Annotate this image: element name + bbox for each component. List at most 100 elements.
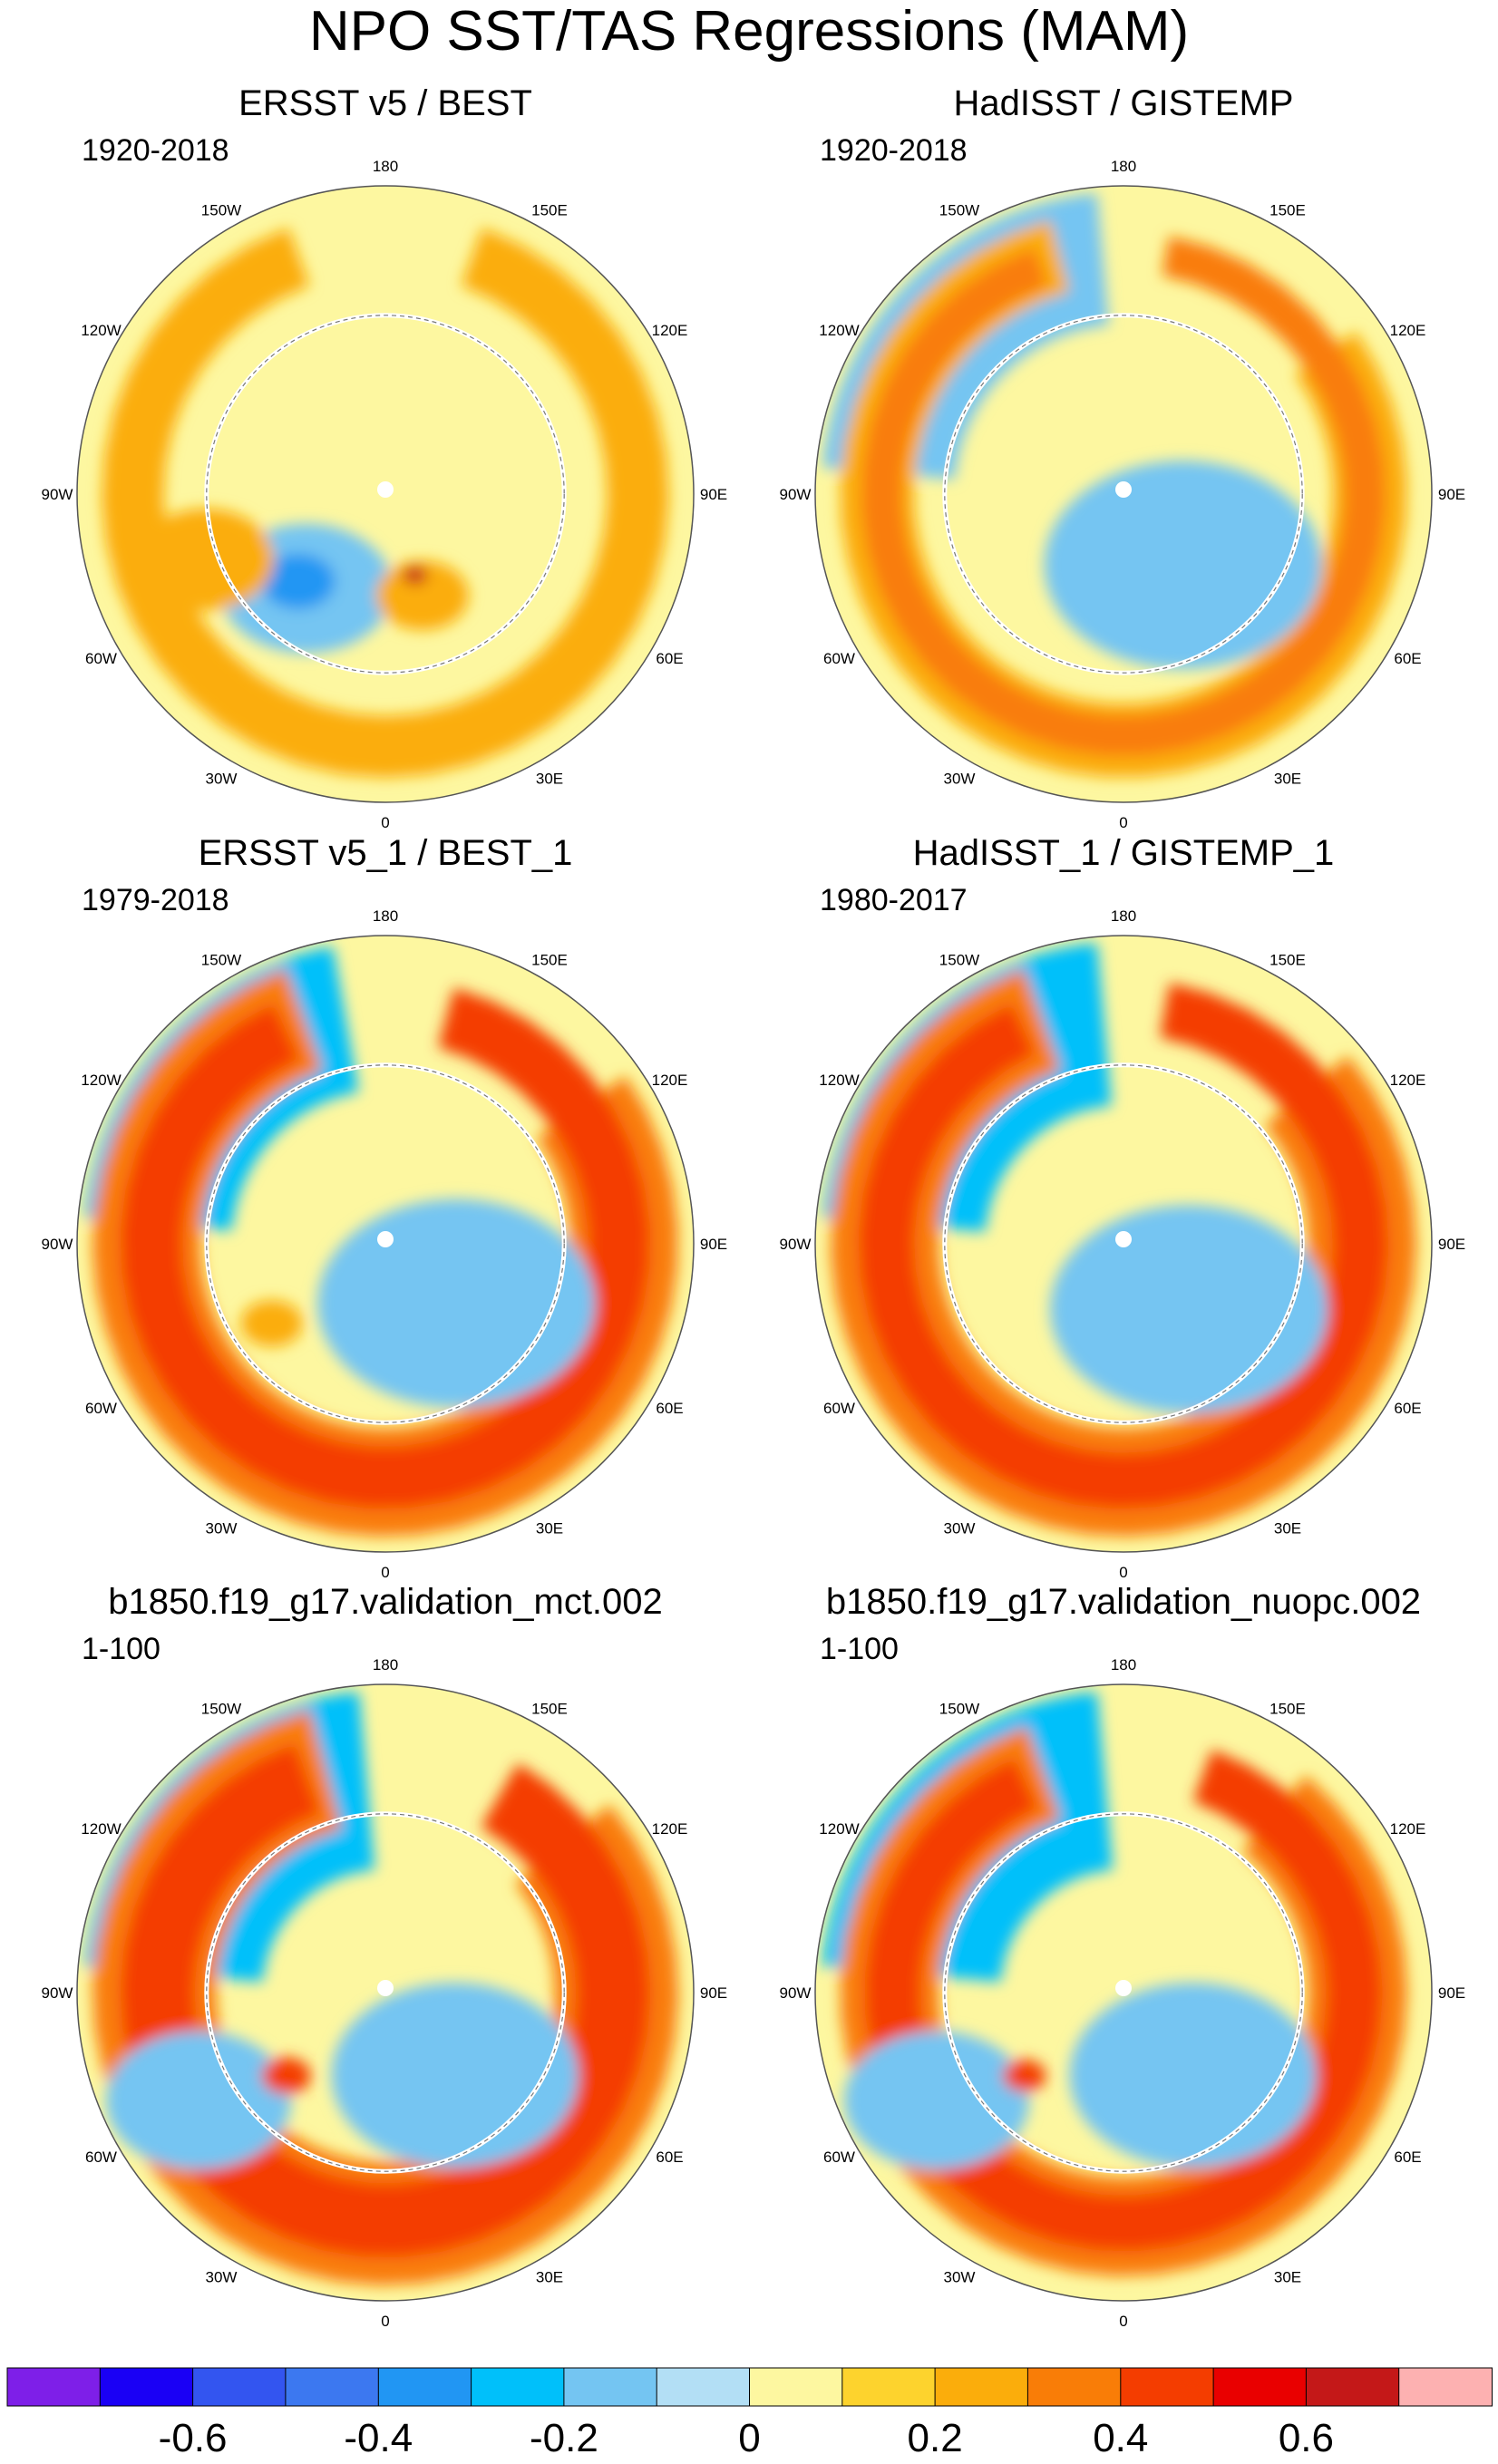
longitude-label: 30W: [206, 1520, 238, 1538]
map-panel: 180 150E 120E 90E 60E 30E 0 30W 60W 90W 120W 150W b1…: [780, 1582, 1466, 2330]
coastline: [944, 315, 1303, 674]
longitude-label: 60W: [85, 1400, 117, 1417]
longitude-label: 90W: [42, 486, 73, 503]
longitude-label: 120W: [81, 1072, 121, 1089]
coastline: [206, 315, 565, 674]
longitude-label: 0: [1119, 1564, 1127, 1581]
longitude-label: 30E: [536, 2269, 563, 2286]
figure-title: NPO SST/TAS Regressions (MAM): [309, 0, 1189, 63]
longitude-label: 120E: [652, 1820, 688, 1838]
longitude-label: 150W: [939, 202, 979, 219]
longitude-label: 0: [381, 814, 389, 831]
anomaly-blob: [1069, 1983, 1317, 2168]
longitude-label: 90W: [780, 486, 812, 503]
longitude-label: 0: [381, 2313, 389, 2330]
longitude-label: 120E: [652, 322, 688, 339]
colorbar: -0.6 -0.4 -0.2 0 0.2 0.4 0.6: [6, 2367, 1493, 2460]
longitude-label: 0: [381, 1564, 389, 1581]
longitude-label: 150E: [1269, 202, 1306, 219]
colorbar-swatch: [285, 2367, 380, 2407]
pole-marker: [1115, 481, 1132, 498]
longitude-label: 90E: [1438, 486, 1465, 503]
longitude-label: 150E: [531, 952, 568, 969]
longitude-label: 60W: [85, 650, 117, 667]
longitude-label: 180: [1111, 907, 1136, 925]
anomaly-blob: [105, 2031, 291, 2170]
colorbar-tick-label: 0.2: [908, 2416, 963, 2460]
longitude-label: 60E: [656, 1400, 683, 1417]
longitude-label: 30W: [944, 771, 976, 788]
longitude-label: 60E: [1394, 650, 1421, 667]
anomaly-blob: [138, 509, 274, 611]
colorbar-swatch: [99, 2367, 194, 2407]
colorbar-swatch: [1398, 2367, 1493, 2407]
longitude-label: 120W: [819, 1820, 859, 1838]
colorbar-swatch: [471, 2367, 565, 2407]
longitude-label: 90W: [42, 1984, 73, 2002]
panel-period: 1-100: [82, 1632, 160, 1666]
longitude-label: 30E: [536, 771, 563, 788]
map-panels: 180 150E 120E 90E 60E 30E 0 30W 60W 90W 120W 150W ER…: [42, 83, 1466, 2330]
longitude-label: 60W: [823, 2149, 855, 2166]
map-border: [76, 1683, 695, 2302]
colorbar-swatch: [563, 2367, 658, 2407]
longitude-label: 180: [373, 1656, 398, 1673]
longitude-label: 60W: [823, 1400, 855, 1417]
panel-period: 1979-2018: [82, 883, 229, 917]
pole-marker: [1115, 1980, 1132, 1996]
longitude-label: 150W: [201, 202, 241, 219]
map-border: [814, 1683, 1433, 2302]
longitude-label: 30W: [206, 2269, 238, 2286]
map-border: [76, 185, 695, 803]
colorbar-swatch: [1026, 2367, 1122, 2407]
longitude-label: 30E: [1274, 771, 1301, 788]
panel-title: HadISST / GISTEMP: [954, 83, 1294, 123]
longitude-label: 60E: [656, 2149, 683, 2166]
longitude-label: 120E: [652, 1072, 688, 1089]
longitude-label: 60W: [85, 2149, 117, 2166]
longitude-label: 90E: [700, 486, 727, 503]
anomaly-blob: [843, 2031, 1029, 2170]
anomaly-blob: [1002, 2059, 1046, 2092]
colorbar-tick-label: -0.6: [159, 2416, 228, 2460]
colorbar-tick-label: -0.4: [344, 2416, 413, 2460]
map-border: [814, 935, 1433, 1553]
panel-period: 1980-2017: [820, 883, 968, 917]
coastline: [206, 1064, 565, 1423]
colorbar-tick-label: -0.2: [530, 2416, 598, 2460]
colorbar-swatch: [656, 2367, 751, 2407]
panel-title: ERSST v5_1 / BEST_1: [199, 833, 573, 873]
colorbar-swatch: [6, 2367, 102, 2407]
map-border: [76, 935, 695, 1553]
panel-title: b1850.f19_g17.validation_nuopc.002: [826, 1582, 1421, 1622]
longitude-label: 60W: [823, 650, 855, 667]
map-panel: 180 150E 120E 90E 60E 30E 0 30W 60W 90W 120W 150W Ha…: [780, 833, 1466, 1581]
colorbar-swatch: [1212, 2367, 1308, 2407]
map-panel: 180 150E 120E 90E 60E 30E 0 30W 60W 90W 120W 150W ER…: [42, 83, 728, 831]
longitude-label: 90E: [1438, 1236, 1465, 1253]
longitude-label: 90W: [780, 1984, 812, 2002]
coastline: [944, 1813, 1303, 2172]
longitude-label: 30W: [944, 2269, 976, 2286]
longitude-label: 150E: [1269, 952, 1306, 969]
map-border: [814, 185, 1433, 803]
anomaly-blob: [1044, 461, 1322, 669]
longitude-label: 120E: [1390, 1820, 1426, 1838]
anomaly-blob: [403, 566, 428, 585]
longitude-label: 90E: [1438, 1984, 1465, 2002]
colorbar-tick-label: 0.6: [1279, 2416, 1334, 2460]
map-panel: 180 150E 120E 90E 60E 30E 0 30W 60W 90W 120W 150W ER…: [42, 833, 728, 1581]
longitude-label: 60E: [1394, 1400, 1421, 1417]
map-panel: 180 150E 120E 90E 60E 30E 0 30W 60W 90W 120W 150W Ha…: [780, 83, 1466, 831]
colorbar-swatch: [749, 2367, 843, 2407]
colorbar-swatch: [377, 2367, 472, 2407]
anomaly-blob: [375, 560, 469, 631]
longitude-label: 0: [1119, 2313, 1127, 2330]
anomaly-blob: [240, 1300, 303, 1347]
colorbar-swatch: [192, 2367, 287, 2407]
longitude-label: 120W: [81, 1820, 121, 1838]
colorbar-swatch: [1120, 2367, 1215, 2407]
anomaly-blob: [1050, 1205, 1328, 1413]
longitude-label: 120E: [1390, 1072, 1426, 1089]
